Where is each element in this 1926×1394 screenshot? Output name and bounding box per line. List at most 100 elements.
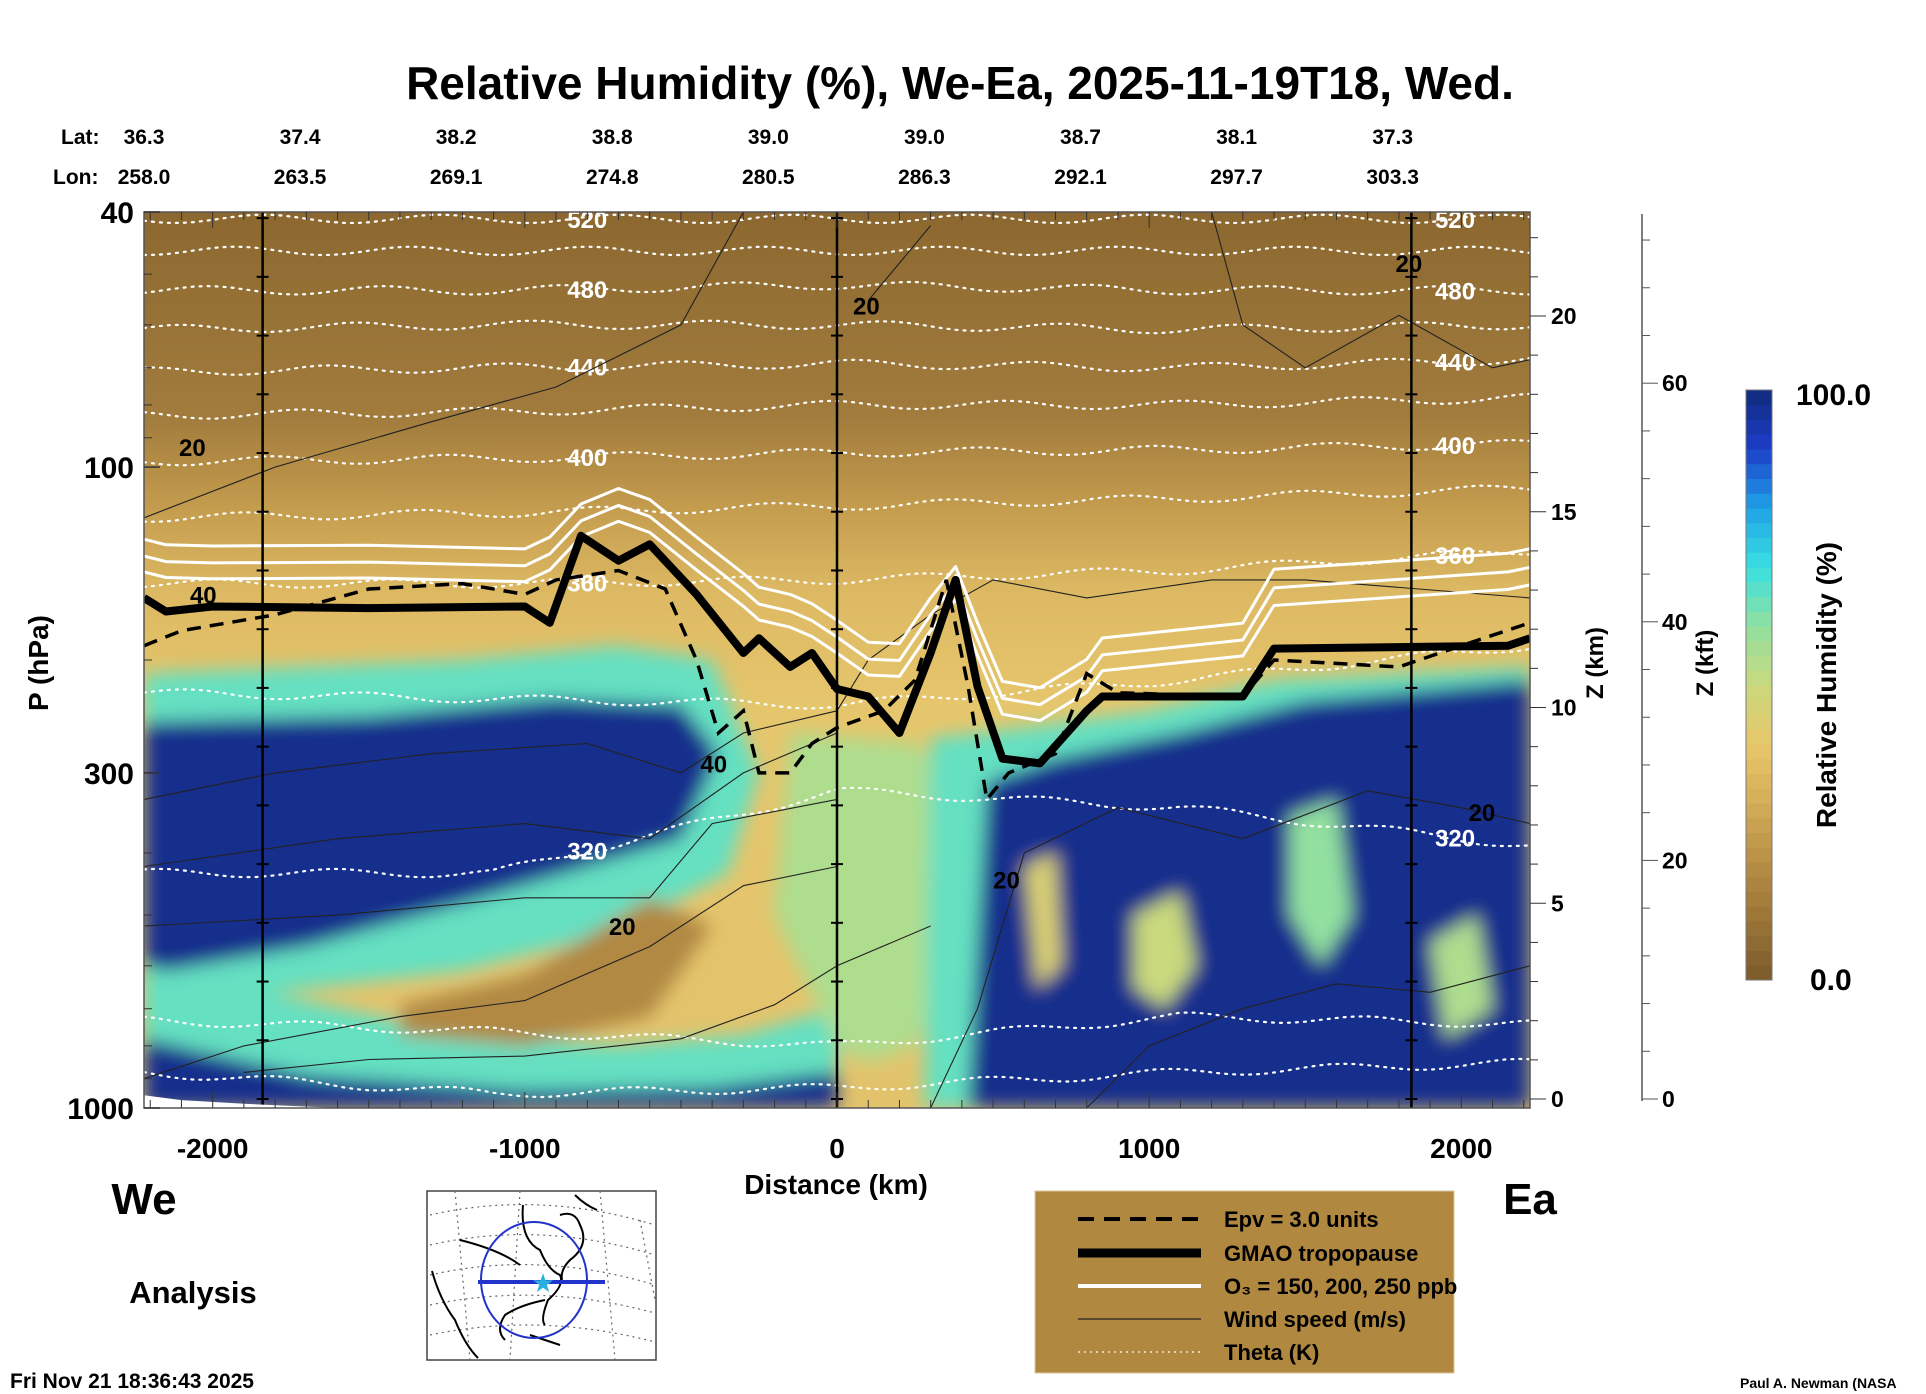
lon-value: 258.0	[118, 166, 171, 189]
theta-label: 400	[1435, 433, 1475, 460]
zkm-tick-label: 0	[1551, 1086, 1564, 1112]
colorbar-swatch	[1746, 493, 1772, 509]
zkft-tick-label: 0	[1662, 1086, 1675, 1112]
wind-label: 40	[700, 751, 727, 778]
colorbar-swatch	[1746, 773, 1772, 789]
colorbar-swatch	[1746, 478, 1772, 494]
colorbar-swatch	[1746, 847, 1772, 863]
credit: Paul A. Newman (NASA	[1740, 1375, 1897, 1391]
rh-region	[968, 680, 1530, 1108]
lat-lon-header: Lat: Lon: 36.3 258.0 37.4 263.5 38.2 269.1 38.8 2…	[53, 126, 1419, 189]
colorbar-swatch	[1746, 876, 1772, 892]
legend-label-tropopause: GMAO tropopause	[1224, 1241, 1418, 1266]
colorbar	[1745, 389, 1773, 981]
ozone-line	[144, 487, 1530, 690]
lon-value: 292.1	[1054, 166, 1107, 189]
ozone-contours	[144, 487, 1530, 723]
colorbar-swatch	[1746, 581, 1772, 597]
colorbar-swatch	[1746, 434, 1772, 450]
colorbar-swatch	[1746, 950, 1772, 966]
colorbar-swatch	[1746, 463, 1772, 479]
colorbar-title: Relative Humidity (%)	[1811, 542, 1842, 828]
zkft-tick-label: 60	[1662, 370, 1688, 396]
theta-label: 320	[567, 839, 607, 866]
theta-label: 440	[1435, 349, 1475, 376]
epv-contour	[144, 568, 1530, 804]
colorbar-swatch	[1746, 419, 1772, 435]
colorbar-swatch	[1746, 935, 1772, 951]
colorbar-swatch	[1746, 567, 1772, 583]
timestamp: Fri Nov 21 18:36:43 2025	[10, 1370, 254, 1393]
x-axis-label: Distance (km)	[744, 1169, 928, 1200]
colorbar-swatch	[1746, 744, 1772, 760]
zkm-tick-label: 20	[1551, 303, 1577, 329]
zkm-tick-label: 10	[1551, 695, 1577, 721]
wind-line	[1086, 965, 1530, 1108]
lat-value: 38.7	[1060, 126, 1101, 149]
colorbar-swatch	[1746, 803, 1772, 819]
lat-value: 38.1	[1216, 126, 1257, 149]
analysis-label: Analysis	[129, 1275, 257, 1310]
lon-value: 263.5	[274, 166, 327, 189]
tropopause-line	[144, 531, 1530, 768]
y-tick-label: 40	[101, 197, 134, 230]
zkm-axis-label: Z (km)	[1582, 627, 1609, 699]
lon-value: 297.7	[1210, 166, 1263, 189]
rh-region	[1430, 915, 1493, 1039]
colorbar-swatch	[1746, 537, 1772, 553]
colorbar-swatch	[1746, 832, 1772, 848]
east-label: Ea	[1503, 1175, 1557, 1224]
zkft-tick-label: 20	[1662, 847, 1688, 873]
colorbar-frame	[1745, 389, 1773, 981]
colorbar-swatch	[1746, 862, 1772, 878]
epv-line	[144, 568, 1530, 804]
lat-value: 39.0	[748, 126, 789, 149]
rh-region	[1024, 852, 1062, 989]
rh-region	[400, 897, 713, 1046]
rh-region	[144, 1038, 837, 1108]
x-tick-label: 1000	[1118, 1133, 1180, 1164]
wind-line	[867, 225, 932, 301]
wind-line	[144, 212, 744, 519]
wind-label: 20	[993, 867, 1020, 894]
lat-value: 38.8	[592, 126, 633, 149]
tropopause-line	[144, 531, 1530, 768]
theta-label: 520	[1435, 207, 1475, 234]
colorbar-swatch	[1746, 655, 1772, 671]
colorbar-swatch	[1746, 758, 1772, 774]
wind-label: 20	[1469, 800, 1496, 827]
west-label: We	[111, 1175, 176, 1224]
lon-value: 280.5	[742, 166, 795, 189]
colorbar-swatch	[1746, 508, 1772, 524]
colorbar-swatch	[1746, 906, 1772, 922]
colorbar-swatch	[1746, 670, 1772, 686]
lat-value: 36.3	[124, 126, 165, 149]
colorbar-swatch	[1746, 714, 1772, 730]
colorbar-swatch	[1746, 522, 1772, 538]
legend-box	[1034, 1190, 1455, 1374]
rh-region	[1289, 799, 1353, 966]
colorbar-swatch	[1746, 449, 1772, 465]
colorbar-swatch	[1746, 788, 1772, 804]
axes: 40 100 300 1000 -2000 -1000 0 1000 2000 0 5 10 15 20 0…	[67, 197, 1687, 1164]
wind-line	[930, 790, 1530, 1108]
theta-label: 480	[1435, 278, 1475, 305]
theta-label: 440	[567, 355, 607, 382]
y-tick-label: 1000	[67, 1093, 134, 1126]
zkft-tick-label: 40	[1662, 609, 1688, 635]
zkm-tick-label: 15	[1551, 499, 1577, 525]
colorbar-swatch	[1746, 596, 1772, 612]
colorbar-swatch	[1746, 699, 1772, 715]
colorbar-max-label: 100.0	[1796, 379, 1871, 412]
theta-label: 320	[1435, 826, 1475, 853]
lon-value: 269.1	[430, 166, 483, 189]
chart-title: Relative Humidity (%), We-Ea, 2025-11-19…	[406, 57, 1514, 109]
lon-value: 286.3	[898, 166, 951, 189]
y-tick-label: 300	[84, 758, 134, 791]
location-map-inset: ★	[426, 1190, 657, 1361]
wind-label: 20	[179, 435, 206, 462]
colorbar-swatch	[1746, 817, 1772, 833]
rh-field	[144, 645, 1530, 1108]
